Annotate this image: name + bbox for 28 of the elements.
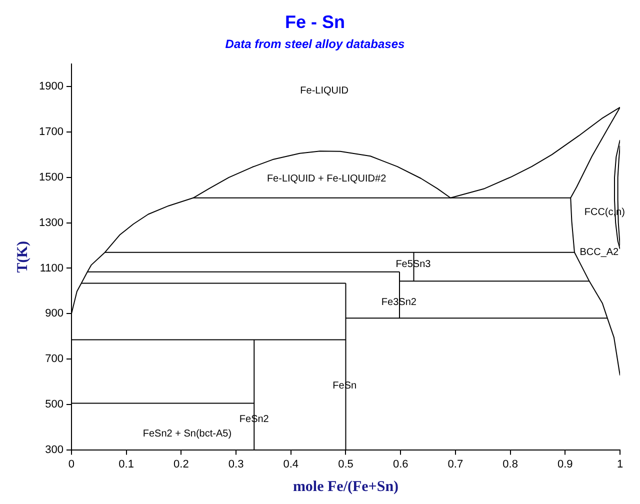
chart-title: Fe - Sn (284, 12, 346, 32)
y-tick-label: 1500 (38, 172, 64, 184)
x-axis-title: mole Fe/(Fe+Sn) (292, 478, 399, 495)
y-tick-label: 500 (45, 398, 64, 410)
chart-subtitle: Data from steel alloy databases (225, 37, 406, 52)
y-axis-title: T(K) (14, 241, 31, 273)
x-tick-label: 0.9 (558, 458, 573, 470)
annotation: Fe-LIQUID + Fe-LIQUID#2 (266, 174, 387, 185)
annotation: FeSn2 + Sn(bct-A5) (142, 428, 232, 440)
y-tick-label: 1700 (38, 126, 64, 138)
x-tick-label: 0.1 (118, 458, 134, 470)
x-tick-label: 0.6 (392, 458, 408, 470)
y-tick-label: 1100 (40, 262, 64, 274)
x-tick-label: 0.5 (338, 458, 354, 470)
annotation: Fe-LIQUID (300, 85, 349, 96)
y-tick-label: 900 (45, 308, 64, 320)
x-tick-label: 0.4 (283, 458, 299, 470)
annotation: BCC_A2 (580, 247, 620, 258)
x-tick-label: 1 (616, 458, 624, 470)
y-tick-label: 300 (45, 444, 64, 456)
x-tick-label: 0.8 (502, 458, 518, 470)
x-tick-label: 0.3 (228, 458, 244, 470)
y-tick-label: 700 (45, 353, 64, 366)
x-tick-label: 0.7 (448, 458, 464, 470)
x-tick-label: 0.2 (174, 458, 189, 470)
x-tick-label: 0 (68, 458, 75, 470)
y-tick-label: 1300 (38, 216, 64, 229)
y-tick-label: 1900 (38, 80, 64, 93)
